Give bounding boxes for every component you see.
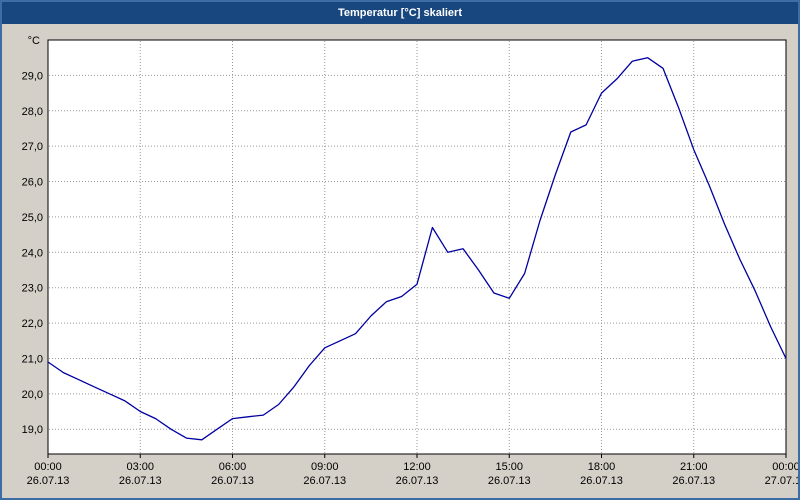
- x-tick-time-label: 18:00: [588, 461, 616, 473]
- y-tick-label: 21,0: [22, 353, 43, 365]
- y-axis-unit-label: °C: [28, 35, 40, 47]
- x-tick-date-label: 26.07.13: [580, 475, 623, 487]
- y-tick-label: 19,0: [22, 424, 43, 436]
- y-tick-label: 29,0: [22, 70, 43, 82]
- x-tick-date-label: 27.07.13: [765, 475, 798, 487]
- x-tick-time-label: 15:00: [495, 461, 523, 473]
- y-tick-label: 22,0: [22, 318, 43, 330]
- x-tick-date-label: 26.07.13: [488, 475, 531, 487]
- x-tick-date-label: 26.07.13: [211, 475, 254, 487]
- x-tick-date-label: 26.07.13: [27, 475, 70, 487]
- temperature-series-line: [47, 57, 787, 441]
- plot-background: [47, 39, 787, 455]
- chart-area: 19,0 20,0 21,0 22,0 23,0 24,0 25,0 26,0 27,0 28,0…: [2, 24, 798, 498]
- x-tick-date-label: 26.07.13: [396, 475, 439, 487]
- x-tick-time-label: 00:00: [772, 461, 798, 473]
- y-tick-label: 26,0: [22, 177, 43, 189]
- x-tick-date-label: 26.07.13: [672, 475, 715, 487]
- x-tick-time-label: 12:00: [403, 461, 431, 473]
- y-tick-label: 24,0: [22, 247, 43, 259]
- title-bar: Temperatur [°C] skaliert: [2, 2, 798, 24]
- x-tick-time-label: 03:00: [126, 461, 154, 473]
- x-tick-time-label: 06:00: [219, 461, 247, 473]
- x-tick-time-label: 21:00: [680, 461, 708, 473]
- y-tick-label: 23,0: [22, 283, 43, 295]
- temperature-line-chart: 19,0 20,0 21,0 22,0 23,0 24,0 25,0 26,0 27,0 28,0…: [22, 35, 798, 487]
- x-tick-time-label: 09:00: [311, 461, 339, 473]
- x-tick-date-label: 26.07.13: [303, 475, 346, 487]
- y-tick-label: 27,0: [22, 141, 43, 153]
- x-tick-time-label: 00:00: [34, 461, 62, 473]
- y-tick-label: 25,0: [22, 212, 43, 224]
- y-tick-label: 28,0: [22, 106, 43, 118]
- y-tick-label: 20,0: [22, 389, 43, 401]
- x-tick-date-label: 26.07.13: [119, 475, 162, 487]
- chart-title: Temperatur [°C] skaliert: [337, 7, 462, 19]
